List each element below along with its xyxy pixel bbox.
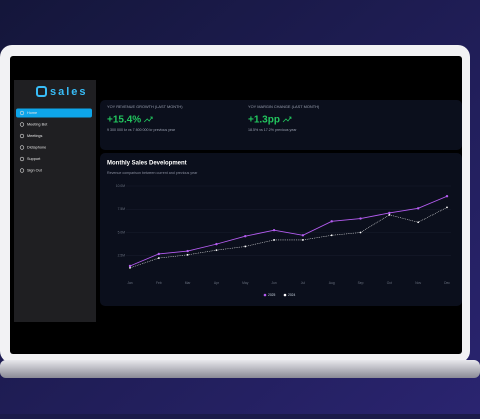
point [186,249,189,253]
nav-icon [19,168,25,173]
chart: 2.5M 5.0M 7.5M 10.0M Jan Feb Mar Apr May Jun Jul Au… [116,184,451,297]
line [129,195,448,267]
nav-icon [19,145,25,150]
point [186,253,189,256]
point [359,217,362,220]
chart-panel [100,153,462,306]
x-tick-label: Dec [444,281,450,285]
point [272,228,276,232]
nav-icon [19,133,25,139]
y-tick-label: 10.0M [116,184,125,188]
y-tick-label: 7.5M [118,207,126,211]
nav-item[interactable]: Meetings [27,134,43,138]
kpi-panel [100,100,462,150]
kpi-label: YOY REVENUE GROWTH (LAST MONTH) [107,104,183,109]
x-tick-label: Nov [415,281,421,285]
kpis: YOY REVENUE GROWTH (LAST MONTH) +15.4% 9 3… [107,104,320,132]
kpi-label: YOY MARGIN CHANGE (LAST MONTH) [248,104,320,109]
line [129,207,448,269]
chart-subtitle: Revenue comparison between current and p… [107,171,198,175]
x-tick-label: Mar [185,281,192,285]
point [301,234,305,237]
x-tick-label: May [242,281,249,285]
legend-label: 2025 [268,293,276,297]
x-tick-label: Jun [271,281,276,285]
x-tick-label: Oct [387,281,392,285]
kpi-detail: 9 300 000 kr vs 7 800 000 kr previous ye… [107,128,176,132]
nav-item[interactable]: Meeting Bot [27,123,48,127]
nav-item[interactable]: Dictaphone [27,146,46,150]
logo-icon [36,86,47,97]
legend-swatch [263,293,267,297]
point [417,221,420,224]
kpi-detail: 18.5% vs 17.2% previous year [248,128,297,132]
point [330,220,333,223]
trend-icon [143,116,153,123]
point [445,195,449,198]
point [388,213,391,216]
y-tick-label: 2.5M [118,254,126,258]
laptop-base [0,360,480,378]
x-tick-label: Jul [301,281,305,285]
point [302,239,304,241]
x-tick-label: Jan [127,281,132,285]
nav-item[interactable]: Home [27,111,37,115]
point [129,266,131,269]
x-tick-label: Apr [214,281,220,285]
point [330,234,333,237]
y-tick-label: 5.0M [118,230,126,234]
point [359,231,362,234]
x-tick-label: Aug [329,281,335,285]
point [157,257,160,259]
kpi-value: +15.4% [107,115,141,126]
nav-item[interactable]: Support [27,157,41,161]
trend-icon [282,116,292,123]
legend-swatch [283,293,287,297]
nav-active [16,108,92,118]
logo: sales [50,86,88,98]
chart-title: Monthly Sales Development [107,161,187,167]
x-tick-label: Feb [156,281,162,285]
point [128,264,132,268]
point [215,242,218,246]
nav-icon [19,122,25,127]
point [157,252,161,256]
x-tick-label: Sep [358,281,364,285]
kpi-value: +1.3pp [248,115,280,126]
point [416,207,420,210]
point [388,211,391,215]
legend-label: 2024 [288,293,296,297]
point [244,235,247,238]
point [446,206,448,209]
nav-icon [19,156,25,162]
nav: Home Meeting Bot Meetings Dictaphone Support… [16,108,92,173]
nav-item[interactable]: Sign Out [27,169,43,173]
nav-icon [19,110,25,116]
point [273,239,275,241]
sidebar [14,80,96,322]
point [244,245,247,248]
point [215,249,218,252]
